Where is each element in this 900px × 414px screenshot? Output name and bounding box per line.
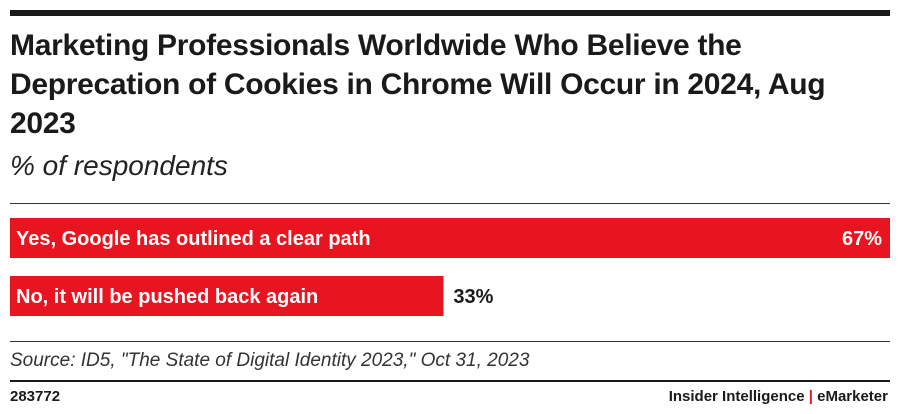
source-divider: [10, 341, 890, 342]
brand-separator: |: [809, 388, 813, 405]
brand-insider-intelligence: Insider Intelligence: [669, 388, 805, 405]
bar-label-0: Yes, Google has outlined a clear path: [16, 228, 371, 250]
footer-divider: [10, 380, 890, 382]
bar-label-1: No, it will be pushed back again: [16, 286, 318, 308]
bar-value-1: 33%: [453, 286, 493, 308]
footer-brand: Insider Intelligence | eMarketer: [669, 388, 888, 405]
brand-emarketer: eMarketer: [817, 388, 888, 405]
chart-id: 283772: [10, 388, 60, 405]
bar-value-0: 67%: [842, 228, 882, 250]
chart-source: Source: ID5, "The State of Digital Ident…: [10, 350, 529, 372]
